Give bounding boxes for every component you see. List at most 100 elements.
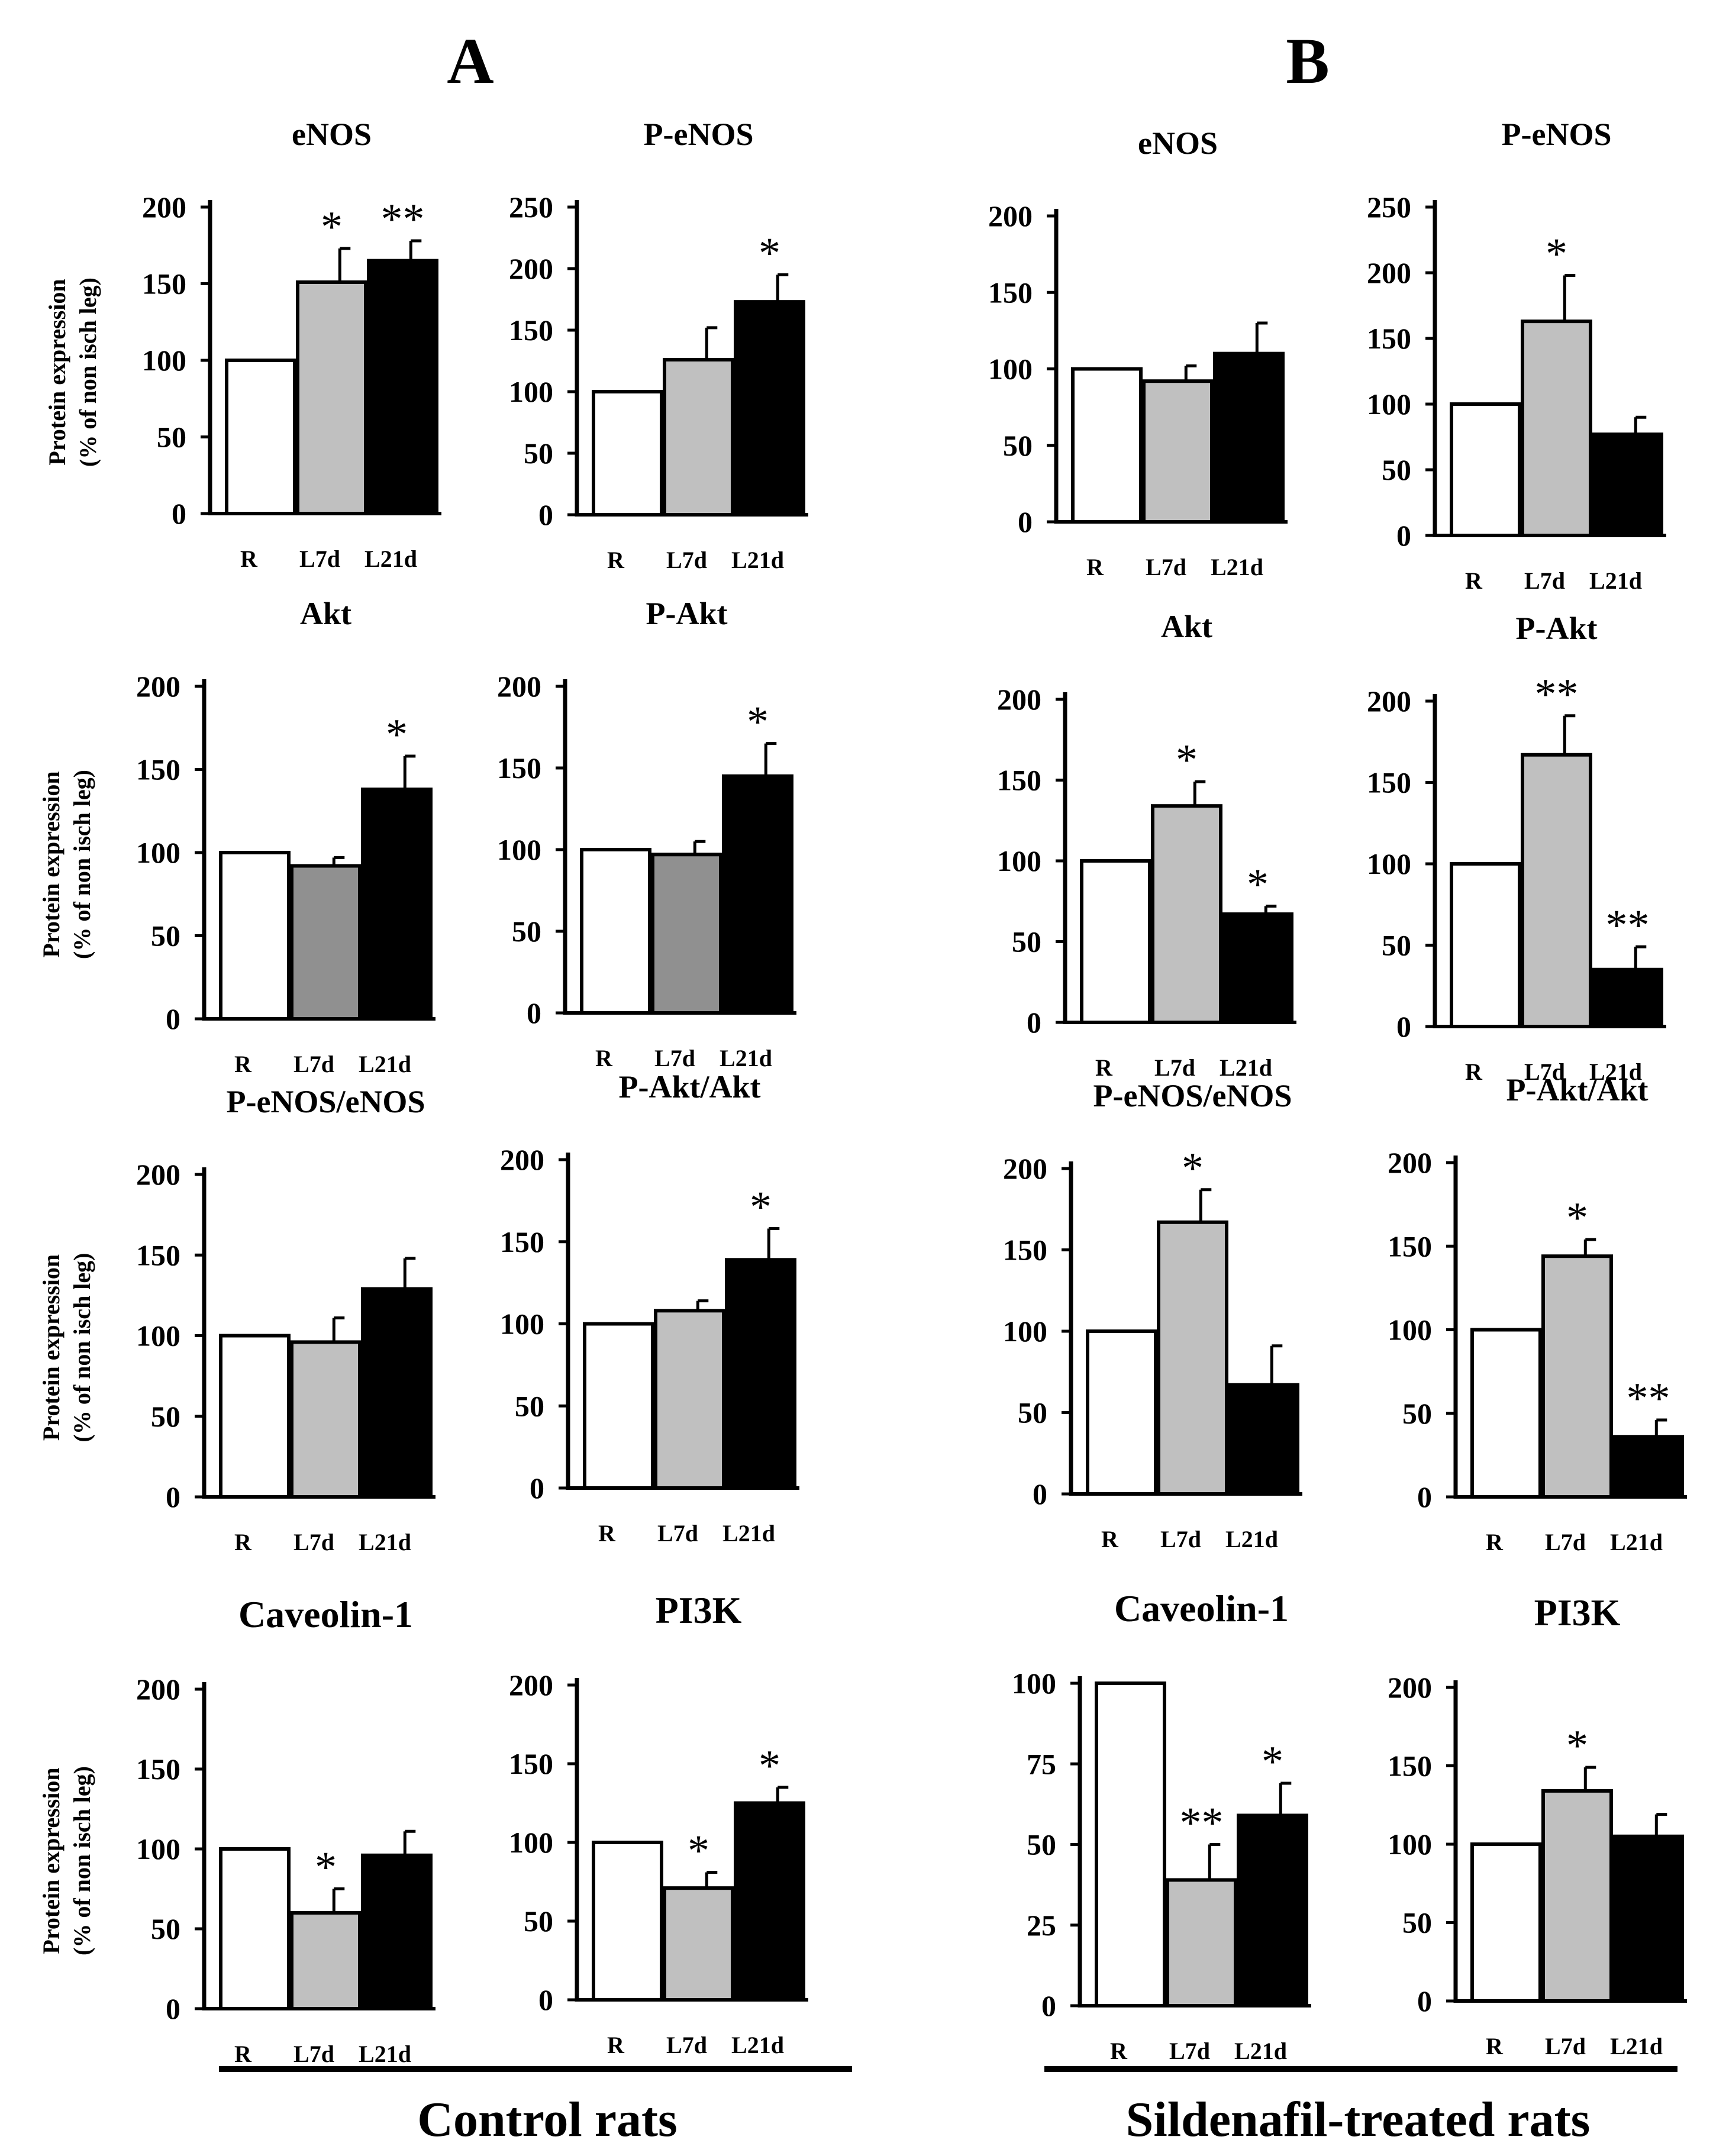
y-tick-label: 100 [1003,1315,1047,1348]
y-tick-label: 50 [524,1905,553,1938]
bar-r [583,1322,654,1490]
chart-a-p-akt-akt: P-Akt/Akt 0 50 100 150 200 R L7d * L21d [500,1069,799,1547]
y-tick-label: 0 [1018,505,1033,538]
y-tick-label: 150 [500,1225,544,1258]
x-tick-label: L7d [1169,2038,1210,2064]
y-tick-label: 50 [1382,929,1411,962]
y-tick-label: 0 [1396,1010,1411,1043]
chart-title: P-eNOS [644,117,754,152]
x-tick-label: L21d [1610,2033,1663,2060]
chart-title: PI3K [656,1589,742,1631]
chart-title: Akt [1161,609,1212,644]
x-tick-label: R [595,1045,613,1071]
chart-title: Caveolin-1 [238,1593,413,1635]
x-tick-label: L7d [1524,567,1565,594]
y-tick-label: 200 [136,1158,180,1191]
x-tick-label: L7d [1545,2033,1586,2060]
y-tick-label: 0 [1027,1006,1041,1039]
chart-title: P-Akt [646,596,728,631]
bar-l21d [361,1287,433,1499]
y-tick-label: 50 [1012,925,1041,958]
chart-b-caveolin-1: Caveolin-1 0 25 50 75 100 R ** L7d * L21d [1012,1587,1311,2064]
y-tick-label: 150 [988,276,1033,309]
chart-b-enos: eNOS 0 50 100 150 200 R L7d L21d [988,125,1288,580]
bar-r [1071,367,1143,524]
y-tick-label: 200 [1388,1146,1432,1179]
x-tick-label: L21d [359,1529,411,1555]
x-tick-label: R [1465,567,1483,594]
x-tick-label: L7d [654,1045,695,1071]
chart-title: P-eNOS [1502,117,1612,152]
chart-title: P-eNOS/eNOS [1093,1078,1292,1113]
y-tick-label: 100 [136,836,180,869]
bar-r [580,848,651,1015]
y-tick-label: 150 [142,267,186,301]
bar-l21d [734,1801,805,2002]
chart-b-p-enos: P-eNOS 0 50 100 150 200 250 R * L7d L21d [1367,117,1666,594]
x-tick-label: L7d [1160,1526,1201,1553]
y-axis-label-line1: Protein expression [38,1767,64,1954]
x-tick-label: L21d [731,2032,784,2058]
y-tick-label: 150 [1388,1229,1432,1263]
x-tick-label: L7d [293,1529,334,1555]
significance-marker: * [315,1844,337,1892]
y-tick-label: 100 [142,344,186,377]
bar-l7d [1521,319,1592,537]
x-tick-label: L21d [722,1520,775,1547]
y-tick-label: 0 [1417,1984,1432,2018]
y-tick-label: 50 [1003,429,1033,462]
chart-title: P-Akt/Akt [619,1069,761,1105]
y-tick-label: 100 [1388,1828,1432,1861]
chart-a-p-enos-enos: P-eNOS/eNOS 0 50 100 150 200 R L7d L21d Protein e… [38,1084,435,1555]
x-tick-label: L21d [1220,1054,1272,1081]
y-tick-label: 0 [538,1983,553,2016]
bar-r [219,851,291,1021]
significance-marker: * [1247,860,1269,909]
y-tick-label: 50 [151,1912,180,1945]
y-tick-label: 50 [515,1389,544,1422]
significance-marker: * [750,1183,772,1232]
x-tick-label: R [1110,2038,1128,2064]
control-group-label: Control rats [417,2092,677,2147]
chart-b-pi3k: PI3K 0 50 100 150 200 R * L7d L21d [1388,1592,1687,2060]
significance-marker: * [321,203,343,251]
y-axis-label: Protein expression (% of non isch leg) [38,1766,95,1955]
bar-l7d [290,864,362,1021]
y-tick-label: 100 [136,1319,180,1353]
y-tick-label: 200 [988,199,1033,233]
bar-r [592,390,663,517]
sildenafil-group-label: Sildenafil-treated rats [1126,2092,1591,2147]
y-tick-label: 100 [500,1308,544,1341]
y-tick-label: 200 [136,1673,180,1706]
y-tick-label: 150 [1367,322,1411,355]
bar-l21d [367,259,438,515]
y-tick-label: 150 [997,764,1041,797]
y-tick-label: 100 [1388,1313,1432,1347]
chart-title: P-Akt/Akt [1506,1072,1649,1108]
bar-l21d [734,300,805,517]
x-tick-label: L21d [359,1051,411,1077]
y-tick-label: 100 [1367,847,1411,880]
x-tick-label: L7d [299,546,340,572]
chart-title: Caveolin-1 [1114,1587,1289,1629]
y-tick-label: 200 [1367,685,1411,718]
y-tick-label: 0 [527,996,541,1029]
y-axis-label: Protein expression (% of non isch leg) [38,1253,95,1442]
y-tick-label: 250 [1367,191,1411,224]
bar-r [1080,859,1151,1024]
x-tick-label: L21d [359,2041,411,2067]
bar-l21d [361,1853,433,2011]
bar-r [1450,862,1521,1028]
y-tick-label: 50 [157,421,186,454]
y-tick-label: 200 [997,683,1041,716]
y-tick-label: 200 [1367,256,1411,289]
bar-r [1470,1328,1542,1499]
chart-b-p-akt-akt: P-Akt/Akt 0 50 100 150 200 R * L7d ** L21d [1388,1072,1687,1555]
y-tick-label: 150 [136,753,180,786]
bar-l21d [1228,1383,1299,1496]
x-tick-label: R [1465,1058,1483,1085]
x-tick-label: L21d [1225,1526,1278,1553]
y-tick-label: 0 [1396,519,1411,552]
bar-r [1086,1329,1157,1496]
x-tick-label: L7d [666,2032,707,2058]
